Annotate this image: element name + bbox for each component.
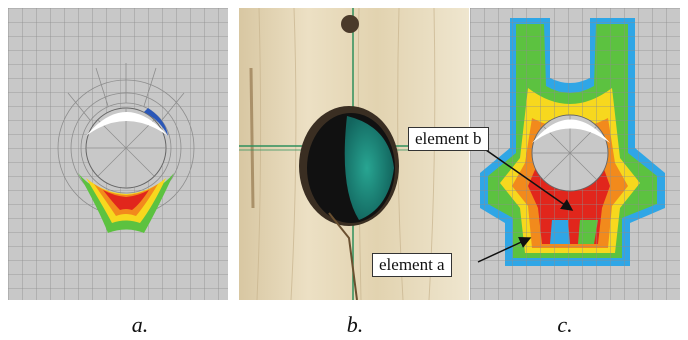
hole-inner-mesh: [86, 108, 166, 188]
annotation-element-b: element b: [408, 127, 489, 151]
caption-a: a.: [131, 312, 149, 337]
mesh-figure-a: [8, 8, 228, 300]
caption-c: c.: [557, 312, 573, 337]
caption-b: b.: [346, 312, 364, 337]
wood-knot-line: [249, 67, 255, 209]
wood-photo: [239, 8, 469, 300]
stress-contour-a: [78, 173, 174, 233]
gap-crescent: [532, 119, 610, 143]
hole-teal-interior: [344, 116, 394, 220]
dowel-top: [341, 15, 359, 33]
blue-contact-zone: [144, 108, 168, 136]
panel-a-fe-mesh: [8, 8, 228, 300]
crack: [328, 212, 358, 300]
panel-b-photo: [239, 8, 469, 300]
gap-crescent: [86, 112, 168, 136]
panel-c-stress-contour: [470, 8, 680, 300]
annotation-element-a: element a: [372, 253, 452, 277]
mesh-figure-c: [470, 8, 680, 300]
